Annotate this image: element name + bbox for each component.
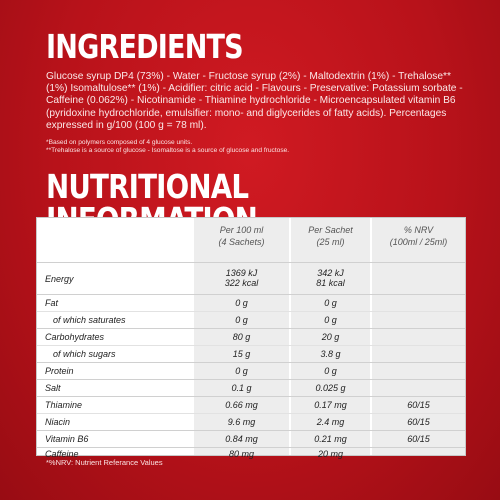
ingredients-footnote-1: *Based on polymers composed of 4 glucose…	[46, 139, 193, 146]
header-separator	[37, 262, 465, 263]
cell-per-100ml: 80 mg	[228, 449, 254, 459]
cell-nrv: 60/15	[407, 400, 430, 410]
row-separator	[37, 362, 465, 363]
header-per-100ml-line1: Per 100 ml	[219, 225, 264, 235]
header-per-100ml: Per 100 ml (4 Sachets)	[194, 224, 289, 264]
cell-per-sachet: 0 g	[324, 366, 337, 376]
ingredients-heading: INGREDIENTS	[46, 27, 244, 66]
row-separator	[37, 447, 465, 448]
cell-per-100ml: 80 g	[232, 332, 251, 342]
cell-line: 342 kJ	[317, 268, 344, 278]
row-label: of which sugars	[53, 349, 116, 359]
header-nrv: % NRV (100ml / 25ml)	[372, 224, 465, 264]
cell-per-sachet: 342 kJ 81 kcal	[291, 268, 370, 288]
row-separator	[37, 413, 465, 414]
row-label: Caffeine	[45, 449, 79, 459]
cell-per-sachet: 3.8 g	[320, 349, 341, 359]
cell-nrv: 60/15	[407, 417, 430, 427]
header-per-100ml-line2: (4 Sachets)	[218, 237, 265, 247]
cell-per-100ml: 15 g	[232, 349, 251, 359]
header-per-sachet-line1: Per Sachet	[308, 225, 353, 235]
row-label: Salt	[45, 383, 61, 393]
label-column-bg	[37, 218, 192, 455]
nrv-footnote: *%NRV: Nutrient Referance Values	[46, 458, 163, 467]
row-label: Vitamin B6	[45, 434, 89, 444]
row-separator	[37, 328, 465, 329]
row-label: Energy	[45, 274, 74, 284]
row-separator	[37, 430, 465, 431]
cell-per-sachet: 2.4 mg	[316, 417, 345, 427]
cell-per-100ml: 0.66 mg	[225, 400, 258, 410]
ingredients-footnote-2: **Trehalose is a source of glucose - Iso…	[46, 147, 290, 154]
row-label: Thiamine	[45, 400, 83, 410]
row-label: Protein	[45, 366, 74, 376]
cell-per-100ml: 9.6 mg	[227, 417, 256, 427]
cell-per-100ml: 0 g	[235, 315, 248, 325]
header-nrv-line1: % NRV	[403, 225, 434, 235]
row-separator	[37, 345, 465, 346]
row-label: of which saturates	[53, 315, 126, 325]
per-100ml-column-bg	[194, 218, 289, 455]
header-nrv-line2: (100ml / 25ml)	[389, 237, 448, 247]
row-separator	[37, 379, 465, 380]
row-separator	[37, 396, 465, 397]
cell-per-100ml: 0.1 g	[231, 383, 252, 393]
cell-per-100ml: 0 g	[235, 298, 248, 308]
cell-nrv: 60/15	[407, 434, 430, 444]
cell-per-100ml: 1369 kJ 322 kcal	[194, 268, 289, 288]
cell-line: 322 kcal	[224, 278, 259, 288]
header-per-sachet: Per Sachet (25 ml)	[291, 224, 370, 264]
cell-per-sachet: 0.025 g	[315, 383, 346, 393]
row-label: Carbohydrates	[45, 332, 105, 342]
nrv-column-bg	[372, 218, 465, 455]
cell-line: 81 kcal	[316, 278, 345, 288]
ingredients-list: Glucose syrup DP4 (73%) - Water - Fructo…	[46, 71, 463, 131]
cell-per-100ml: 0.84 mg	[225, 434, 258, 444]
cell-line: 1369 kJ	[225, 268, 258, 278]
header-per-sachet-line2: (25 ml)	[316, 237, 345, 247]
cell-per-sachet: 20 g	[321, 332, 340, 342]
nutrition-table: Per 100 ml (4 Sachets) Per Sachet (25 ml…	[36, 217, 466, 459]
cell-per-sachet: 0.17 mg	[314, 400, 347, 410]
row-label: Niacin	[45, 417, 71, 427]
per-sachet-column-bg	[291, 218, 370, 455]
cell-per-sachet: 20 mg	[317, 449, 343, 459]
cell-per-sachet: 0 g	[324, 298, 337, 308]
cell-per-sachet: 0 g	[324, 315, 337, 325]
row-separator	[37, 311, 465, 312]
row-label: Fat	[45, 298, 59, 308]
cell-per-100ml: 0 g	[235, 366, 248, 376]
cell-per-sachet: 0.21 mg	[314, 434, 347, 444]
row-separator	[37, 294, 465, 295]
